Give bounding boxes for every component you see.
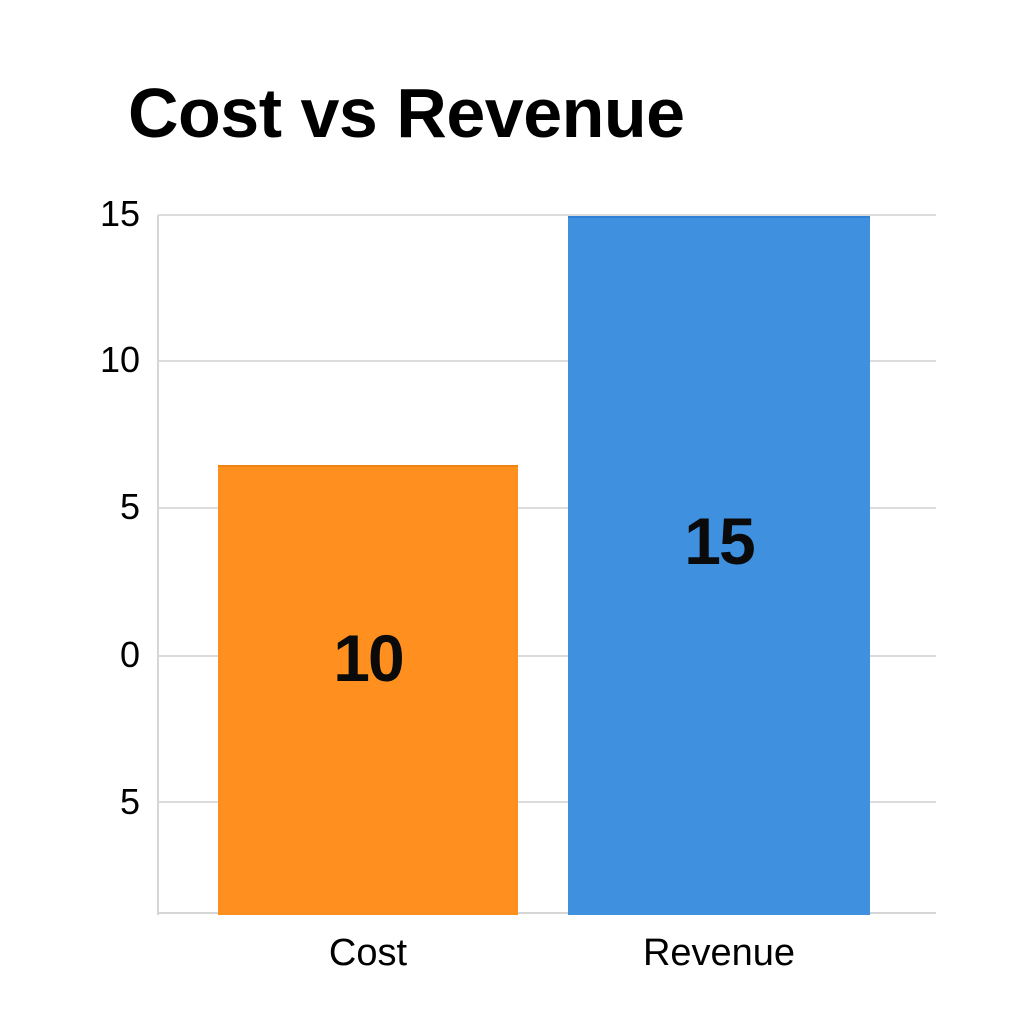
- x-tick-label-cost: Cost: [328, 932, 408, 974]
- gridline: [158, 214, 936, 216]
- y-axis-line: [157, 215, 159, 915]
- gridline: [158, 360, 936, 362]
- bar-value-label: 10: [333, 621, 404, 695]
- y-tick-label: 0: [119, 634, 140, 675]
- chart-title: Cost vs Revenue: [128, 74, 685, 152]
- bar-cost: 10: [218, 465, 518, 915]
- x-axis-line: [158, 912, 936, 914]
- y-tick-label: 5: [119, 486, 140, 527]
- y-tick-label: 10: [99, 339, 140, 380]
- y-tick-label: 15: [99, 193, 140, 234]
- gridline: [158, 507, 936, 509]
- gridline: [158, 655, 936, 657]
- bar-value-label: 15: [684, 504, 755, 578]
- y-tick-label: 5: [119, 781, 140, 822]
- gridline: [158, 801, 936, 803]
- x-tick-label-revenue: Revenue: [642, 932, 796, 974]
- bar-revenue: 15: [568, 216, 870, 915]
